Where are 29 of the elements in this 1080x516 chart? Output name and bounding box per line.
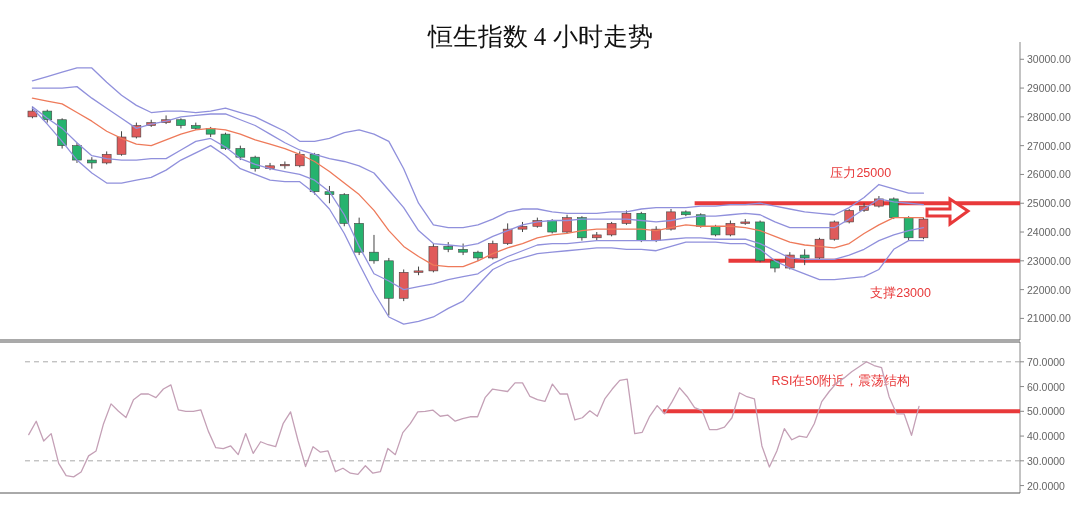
line-series (31, 97, 925, 268)
y-tick-label: 20.0000 (1027, 479, 1066, 492)
candlestick (889, 196, 899, 220)
y-tick-label: 26000.00 (1027, 168, 1071, 181)
y-tick-label: 21000.00 (1027, 312, 1071, 325)
y-tick-label: 28000.00 (1027, 110, 1071, 123)
ref-line-label: 支撑23000 (870, 285, 932, 300)
candlestick (72, 142, 82, 164)
y-tick-label: 50.0000 (1027, 405, 1066, 418)
candlestick (369, 234, 379, 265)
y-tick-label: 60.0000 (1027, 380, 1066, 393)
y-tick-label: 22000.00 (1027, 283, 1071, 296)
candlestick (903, 215, 914, 242)
y-tick-label: 27000.00 (1027, 139, 1071, 152)
candlestick (116, 130, 127, 157)
line-series (28, 361, 920, 478)
y-tick-label: 30.0000 (1027, 454, 1066, 467)
y-tick-label: 25000.00 (1027, 197, 1071, 210)
y-tick-label: 70.0000 (1027, 355, 1066, 368)
y-tick-label: 40.0000 (1027, 430, 1066, 443)
ref-line-label: 压力25000 (830, 166, 892, 181)
candlestick (280, 160, 290, 170)
candlestick (458, 243, 468, 256)
y-tick-label: 29000.00 (1027, 82, 1071, 95)
candlestick (502, 222, 513, 246)
y-tick-label: 30000.00 (1027, 53, 1071, 66)
chart-title: 恒生指数 4 小时走势 (426, 23, 653, 50)
y-tick-label: 23000.00 (1027, 254, 1071, 267)
y-tick-label: 24000.00 (1027, 226, 1071, 239)
